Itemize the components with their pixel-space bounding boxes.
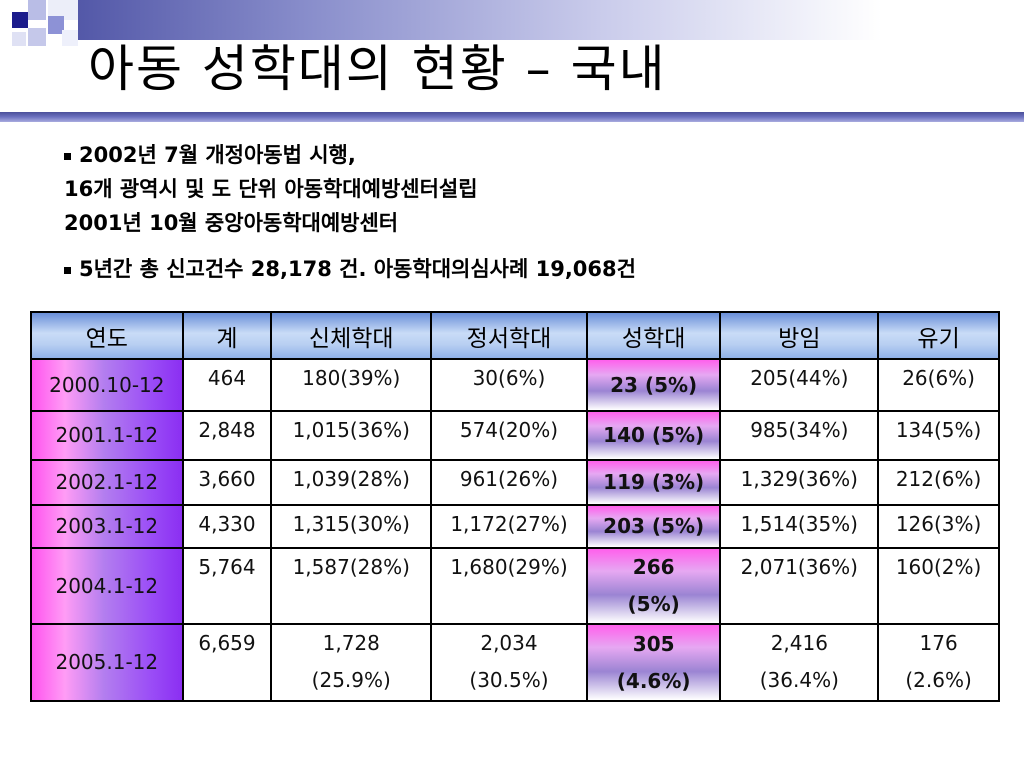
emotional-cell: 1,680(29%): [430, 547, 588, 625]
total-cell: 6,659: [181, 623, 273, 702]
emotional-cell: 2,034 (30.5%): [430, 623, 588, 702]
abandon-percent: (2.6%): [905, 668, 972, 692]
column-header-abandon: 유기: [877, 311, 1000, 360]
physical-cell: 1,587(28%): [270, 547, 433, 625]
sexual-count: 305: [632, 631, 675, 656]
corner-square-decoration: [12, 12, 28, 28]
column-header-neglect: 방임: [719, 311, 880, 360]
table-row: 2002.1-12 3,660 1,039(28%) 961(26%) 119 …: [30, 459, 1000, 506]
abandon-count: 176: [919, 631, 958, 655]
sexual-cell: 305 (4.6%): [585, 623, 722, 702]
corner-square-decoration: [48, 16, 64, 34]
table-row: 2005.1-12 6,659 1,728 (25.9%) 2,034 (30.…: [30, 623, 1000, 702]
column-header-total: 계: [181, 311, 273, 360]
abandon-cell: 134(5%): [877, 410, 1000, 461]
sexual-count: 266: [632, 555, 675, 579]
table-row: 2000.10-12 464 180(39%) 30(6%) 23 (5%) 2…: [30, 358, 1000, 412]
neglect-count: 2,416: [770, 631, 828, 655]
sexual-cell: 266 (5%): [585, 547, 722, 625]
neglect-cell: 985(34%): [719, 410, 880, 461]
emotional-count: 2,034: [480, 631, 538, 655]
bullet-item: 2002년 7월 개정아동법 시행,: [64, 138, 964, 172]
sexual-cell: 23 (5%): [585, 358, 722, 412]
total-cell: 4,330: [181, 504, 273, 549]
corner-square-decoration: [62, 30, 78, 46]
bullet-item: 5년간 총 신고건수 28,178 건. 아동학대의심사례 19,068건: [64, 252, 964, 286]
total-cell: 5,764: [181, 547, 273, 625]
table-row: 2003.1-12 4,330 1,315(30%) 1,172(27%) 20…: [30, 504, 1000, 549]
year-cell: 2003.1-12: [30, 504, 184, 549]
title-gradient-band: [78, 0, 1024, 40]
column-header-sexual: 성학대: [585, 311, 722, 360]
bullet-square-icon: [64, 266, 71, 274]
table-header-row: 연도 계 신체학대 정서학대 성학대 방임 유기: [30, 311, 1000, 360]
column-header-emotional: 정서학대: [430, 311, 588, 360]
neglect-cell: 1,329(36%): [719, 459, 880, 506]
physical-cell: 1,039(28%): [270, 459, 433, 506]
neglect-cell: 1,514(35%): [719, 504, 880, 549]
year-cell: 2002.1-12: [30, 459, 184, 506]
emotional-cell: 1,172(27%): [430, 504, 588, 549]
corner-square-decoration: [28, 28, 46, 46]
title-divider: [0, 112, 1024, 122]
physical-percent: (25.9%): [311, 668, 391, 692]
emotional-percent: (30.5%): [469, 668, 549, 692]
corner-square-decoration: [12, 32, 26, 46]
neglect-cell: 2,071(36%): [719, 547, 880, 625]
neglect-cell: 205(44%): [719, 358, 880, 412]
corner-square-decoration: [48, 0, 78, 20]
physical-cell: 1,315(30%): [270, 504, 433, 549]
bullet-square-icon: [64, 152, 71, 160]
abandon-cell: 126(3%): [877, 504, 1000, 549]
total-cell: 3,660: [181, 459, 273, 506]
total-cell: 464: [181, 358, 273, 412]
abandon-cell: 212(6%): [877, 459, 1000, 506]
physical-cell: 1,015(36%): [270, 410, 433, 461]
emotional-cell: 961(26%): [430, 459, 588, 506]
sexual-percent: (4.6%): [616, 668, 691, 693]
table-row: 2004.1-12 5,764 1,587(28%) 1,680(29%) 26…: [30, 547, 1000, 625]
sexual-cell: 203 (5%): [585, 504, 722, 549]
abuse-statistics-table: 연도 계 신체학대 정서학대 성학대 방임 유기 2000.10-12 464 …: [30, 311, 1000, 702]
physical-cell: 180(39%): [270, 358, 433, 412]
physical-cell: 1,728 (25.9%): [270, 623, 433, 702]
abandon-cell: 176 (2.6%): [877, 623, 1000, 702]
bullet-continuation: 2001년 10월 중앙아동학대예방센터: [64, 211, 399, 235]
neglect-percent: (36.4%): [759, 668, 839, 692]
table-row: 2001.1-12 2,848 1,015(36%) 574(20%) 140 …: [30, 410, 1000, 461]
sexual-cell: 119 (3%): [585, 459, 722, 506]
emotional-cell: 30(6%): [430, 358, 588, 412]
year-cell: 2000.10-12: [30, 358, 184, 412]
column-header-physical: 신체학대: [270, 311, 433, 360]
sexual-cell: 140 (5%): [585, 410, 722, 461]
year-cell: 2005.1-12: [30, 623, 184, 702]
column-header-year: 연도: [30, 311, 184, 360]
bullet-text: 2002년 7월 개정아동법 시행,: [79, 143, 356, 167]
physical-count: 1,728: [322, 631, 380, 655]
year-cell: 2001.1-12: [30, 410, 184, 461]
sexual-percent: (5%): [627, 592, 680, 616]
abandon-cell: 160(2%): [877, 547, 1000, 625]
page-title: 아동 성학대의 현황 – 국내: [88, 40, 667, 98]
bullet-list: 2002년 7월 개정아동법 시행, 16개 광역시 및 도 단위 아동학대예방…: [64, 138, 964, 286]
emotional-cell: 574(20%): [430, 410, 588, 461]
abandon-cell: 26(6%): [877, 358, 1000, 412]
bullet-text: 5년간 총 신고건수 28,178 건. 아동학대의심사례 19,068건: [79, 257, 636, 281]
year-cell: 2004.1-12: [30, 547, 184, 625]
bullet-continuation: 16개 광역시 및 도 단위 아동학대예방센터설립: [64, 177, 478, 201]
neglect-cell: 2,416 (36.4%): [719, 623, 880, 702]
corner-square-decoration: [28, 0, 46, 20]
total-cell: 2,848: [181, 410, 273, 461]
